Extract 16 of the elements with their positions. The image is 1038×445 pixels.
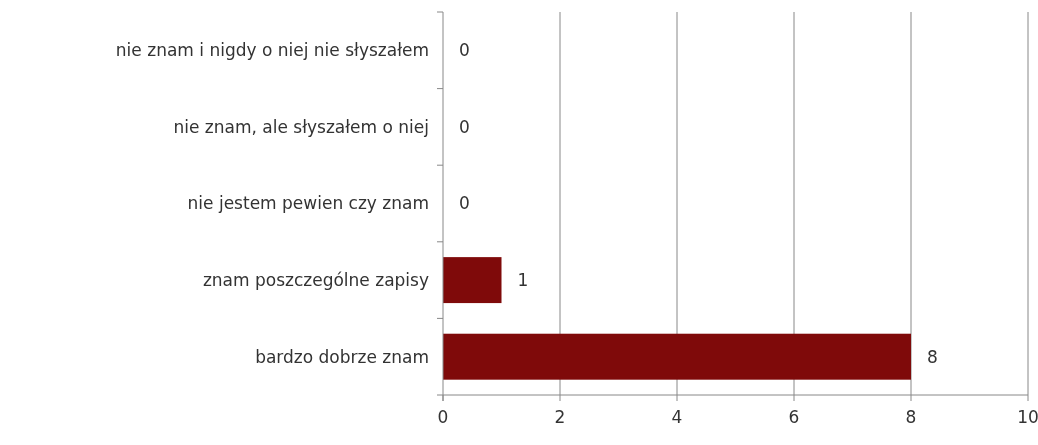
y-tick-label: bardzo dobrze znam — [255, 346, 429, 367]
x-tick-label: 10 — [1017, 407, 1038, 427]
y-tick-label: nie znam i nigdy o niej nie słyszałem — [115, 40, 429, 61]
data-label: 0 — [459, 116, 470, 137]
x-tick-label: 0 — [437, 407, 449, 427]
y-tick-label: znam poszczególne zapisy — [202, 270, 429, 291]
x-tick-label: 8 — [905, 407, 917, 427]
data-label: 0 — [459, 40, 470, 61]
y-tick-label: nie znam, ale słyszałem o niej — [173, 116, 429, 137]
x-tick-label: 2 — [554, 407, 566, 427]
x-tick-label: 6 — [788, 407, 800, 427]
data-label: 0 — [459, 193, 470, 214]
x-tick-label: 4 — [671, 407, 683, 427]
y-tick-label: nie jestem pewien czy znam — [187, 193, 429, 214]
data-label: 8 — [927, 346, 938, 367]
data-label: 1 — [517, 270, 529, 291]
